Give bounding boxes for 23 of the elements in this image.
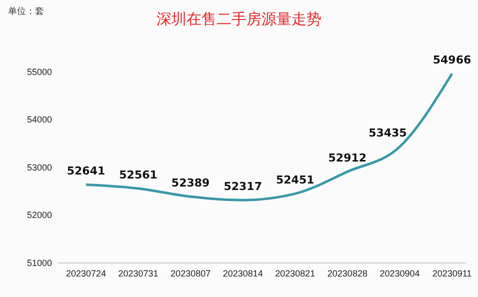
y-tick-label: 54000 [26,114,52,125]
text: 单位：套 [8,6,44,17]
data-label: 52451 [276,174,314,187]
y-tick-label: 52000 [26,210,52,220]
x-tick-label: 20230828 [327,268,368,278]
x-tick-label: 20230724 [66,268,106,278]
x-tick-label: 20230904 [380,268,420,278]
x-tick-label: 20230814 [222,268,263,278]
data-label: 52641 [66,164,106,178]
x-tick-label: 20230821 [275,268,316,278]
chart-title: 深圳在售二手房源量走势 [156,10,322,28]
data-label: 53435 [368,126,407,140]
data-label: 52317 [224,180,262,194]
data-label: 52389 [171,176,210,190]
x-tick-label: 20230807 [170,268,211,278]
x-tick-label: 20230911 [432,268,472,278]
y-tick-label: 51000 [26,258,52,268]
data-label: 54966 [432,54,472,67]
data-label: 52561 [119,168,158,182]
x-tick-label: 20230731 [118,268,158,278]
data-label: 52912 [328,152,367,165]
y-tick-label: 55000 [26,66,52,77]
y-tick-label: 53000 [26,162,52,172]
